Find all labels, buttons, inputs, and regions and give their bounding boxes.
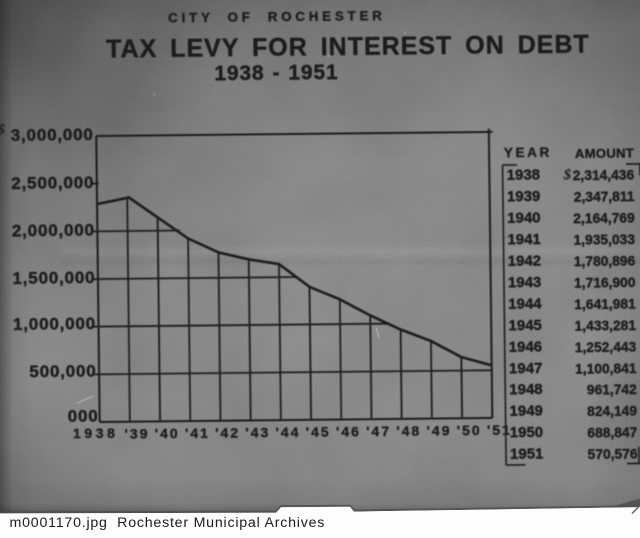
svg-text:2,164,769: 2,164,769 <box>573 211 635 227</box>
svg-text:1943: 1943 <box>508 274 542 291</box>
svg-text:3,000,000: 3,000,000 <box>11 125 94 145</box>
svg-text:1944: 1944 <box>508 295 542 312</box>
svg-text:1,641,981: 1,641,981 <box>574 296 636 312</box>
svg-text:688,847: 688,847 <box>587 425 637 441</box>
svg-text:1,000,000: 1,000,000 <box>13 314 96 334</box>
svg-text:$: $ <box>0 122 6 138</box>
svg-text:1950: 1950 <box>510 424 544 441</box>
svg-text:m0001170.jpg Rochester Munici: m0001170.jpg Rochester Municipal Archive… <box>10 515 326 531</box>
svg-text:'45: '45 <box>306 424 331 440</box>
svg-text:1,252,443: 1,252,443 <box>575 339 637 355</box>
svg-text:1,780,896: 1,780,896 <box>574 253 636 269</box>
svg-text:1939: 1939 <box>507 188 541 205</box>
svg-text:YEAR: YEAR <box>504 145 552 160</box>
svg-text:'41: '41 <box>185 425 210 441</box>
svg-text:'39: '39 <box>124 426 149 442</box>
svg-text:'43: '43 <box>245 424 270 440</box>
svg-text:1947: 1947 <box>509 360 543 377</box>
svg-text:'40: '40 <box>155 425 180 441</box>
svg-text:1,716,900: 1,716,900 <box>574 275 636 291</box>
svg-text:'42: '42 <box>215 425 240 441</box>
svg-text:1,100,841: 1,100,841 <box>575 361 637 377</box>
svg-text:1,433,281: 1,433,281 <box>575 318 637 334</box>
svg-text:500,000: 500,000 <box>29 362 96 382</box>
svg-text:'50: '50 <box>457 422 482 438</box>
svg-text:CITY OF ROCHESTER: CITY OF ROCHESTER <box>168 8 386 25</box>
svg-text:000: 000 <box>68 407 99 426</box>
svg-text:2,000,000: 2,000,000 <box>12 221 95 241</box>
svg-text:1949: 1949 <box>509 403 543 420</box>
svg-text:1938: 1938 <box>73 425 119 441</box>
svg-text:570,576: 570,576 <box>588 447 638 463</box>
svg-text:TAX LEVY FOR INTEREST ON DEBT: TAX LEVY FOR INTEREST ON DEBT <box>106 30 590 63</box>
svg-text:1942: 1942 <box>508 252 542 269</box>
svg-text:$: $ <box>563 167 572 183</box>
svg-text:1941: 1941 <box>507 231 541 248</box>
svg-text:2,347,811: 2,347,811 <box>574 189 635 205</box>
svg-text:1946: 1946 <box>509 338 543 355</box>
svg-text:'49: '49 <box>426 422 451 438</box>
svg-text:1945: 1945 <box>508 317 542 334</box>
svg-text:2,314,436: 2,314,436 <box>573 168 635 184</box>
svg-text:961,742: 961,742 <box>587 382 637 398</box>
svg-text:1,500,000: 1,500,000 <box>12 268 95 288</box>
svg-text:'51: '51 <box>487 422 512 438</box>
svg-text:'44: '44 <box>275 424 300 440</box>
svg-text:1940: 1940 <box>507 210 541 227</box>
svg-text:'48: '48 <box>396 423 421 439</box>
svg-text:AMOUNT: AMOUNT <box>575 145 634 161</box>
svg-text:824,149: 824,149 <box>587 404 637 420</box>
svg-text:1948: 1948 <box>509 381 543 398</box>
svg-text:1938: 1938 <box>507 167 541 184</box>
svg-text:1,935,033: 1,935,033 <box>573 232 635 248</box>
svg-text:'47: '47 <box>366 423 391 439</box>
svg-text:'46: '46 <box>336 423 361 439</box>
svg-text:2,500,000: 2,500,000 <box>11 173 94 193</box>
svg-text:1951: 1951 <box>510 446 544 463</box>
svg-text:1938 - 1951: 1938 - 1951 <box>214 61 338 85</box>
